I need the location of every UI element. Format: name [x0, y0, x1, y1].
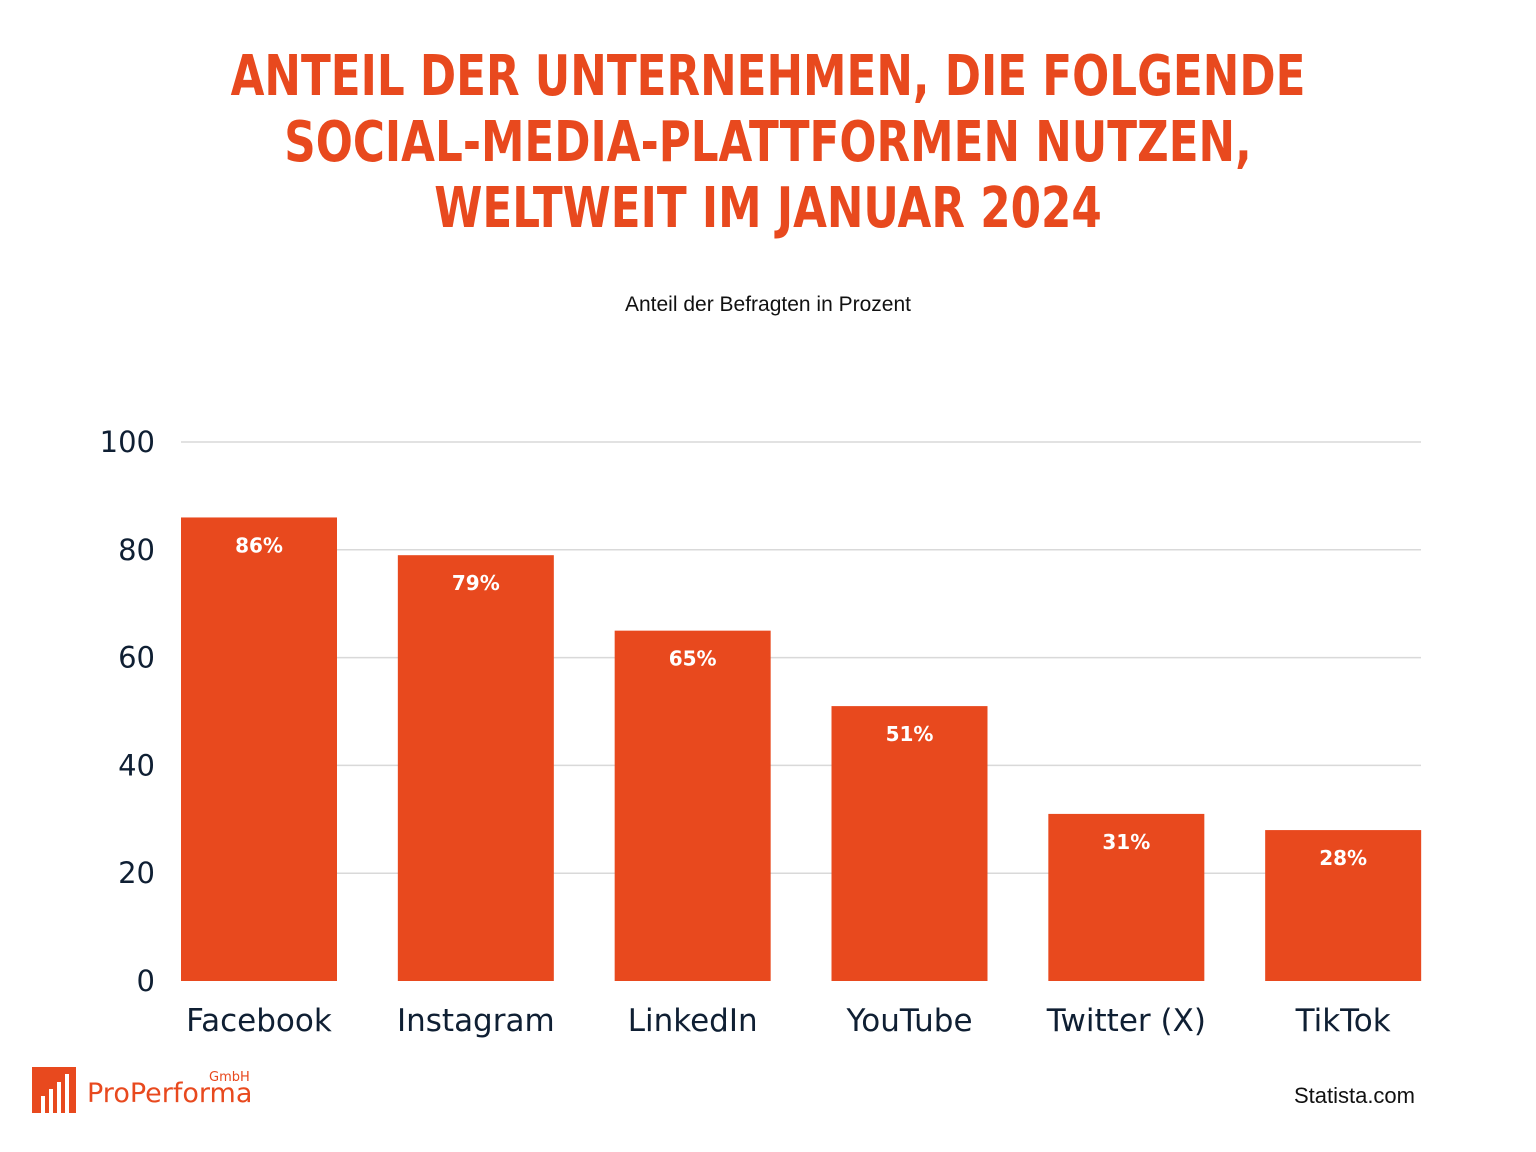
bar-instagram [397, 555, 554, 981]
y-tick-label: 100 [100, 425, 155, 459]
brand-suffix: GmbH [209, 1070, 250, 1085]
x-tick-label: YouTube [845, 1003, 972, 1039]
data-label: 28% [1319, 846, 1367, 870]
x-tick-label: Facebook [186, 1003, 332, 1039]
y-tick-label: 60 [118, 641, 155, 675]
data-label: 79% [452, 571, 500, 595]
grid-lines [181, 441, 1421, 874]
brand-name: ProPerforma [87, 1078, 253, 1109]
data-label: 31% [1102, 830, 1150, 854]
bar-twitter-x [1048, 813, 1205, 981]
x-axis-ticks: Facebook Instagram LinkedIn YouTube Twitter … [186, 1003, 1391, 1039]
x-tick-label: TikTok [1295, 1003, 1391, 1039]
y-tick-label: 20 [118, 856, 155, 890]
data-label: 65% [669, 647, 717, 671]
data-label: 51% [886, 722, 934, 746]
data-label: 86% [235, 533, 283, 557]
chart-subtitle: Anteil der Befragten in Prozent [624, 293, 911, 316]
bars [181, 517, 1422, 981]
title-line: ANTEIL DER UNTERNEHMEN, DIE FOLGENDE [230, 44, 1306, 109]
bar-chart-logo-icon [32, 1067, 76, 1113]
y-tick-label: 0 [137, 964, 155, 998]
x-tick-label: Twitter (X) [1046, 1003, 1206, 1039]
x-tick-label: Instagram [397, 1003, 555, 1039]
title-line: SOCIAL-MEDIA-PLATTFORMEN NUTZEN, [284, 110, 1252, 175]
x-tick-label: LinkedIn [628, 1003, 758, 1039]
y-axis-ticks: 0 20 40 60 80 100 [100, 425, 155, 998]
y-tick-label: 40 [118, 748, 155, 782]
bar-linkedin [614, 630, 771, 981]
data-labels: 86% 79% 65% 51% 31% 28% [235, 533, 1367, 870]
bar-tiktok [1265, 830, 1422, 981]
title-line: WELTWEIT IM JANUAR 2024 [434, 176, 1102, 241]
bar-facebook [181, 517, 337, 981]
bar-youtube [831, 706, 988, 981]
chart-title: ANTEIL DER UNTERNEHMEN, DIE FOLGENDE SOC… [169, 44, 1367, 242]
source-label: Statista.com [1293, 1083, 1415, 1108]
y-tick-label: 80 [118, 533, 155, 567]
